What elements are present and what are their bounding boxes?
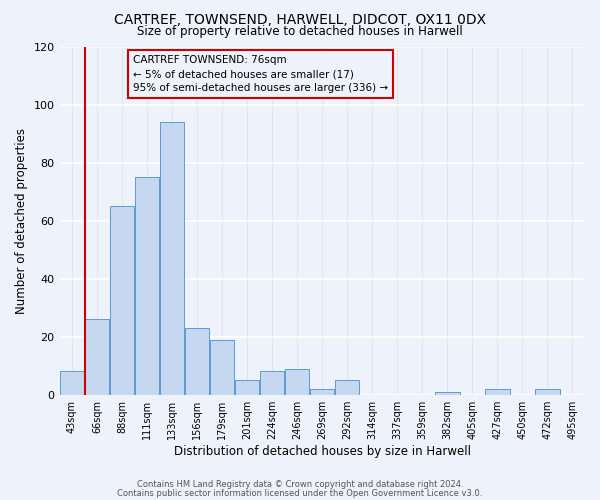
Text: Contains public sector information licensed under the Open Government Licence v3: Contains public sector information licen…: [118, 488, 482, 498]
Bar: [485, 389, 509, 394]
Text: CARTREF, TOWNSEND, HARWELL, DIDCOT, OX11 0DX: CARTREF, TOWNSEND, HARWELL, DIDCOT, OX11…: [114, 12, 486, 26]
Text: CARTREF TOWNSEND: 76sqm
← 5% of detached houses are smaller (17)
95% of semi-det: CARTREF TOWNSEND: 76sqm ← 5% of detached…: [133, 55, 388, 93]
Bar: [310, 389, 334, 394]
X-axis label: Distribution of detached houses by size in Harwell: Distribution of detached houses by size …: [174, 444, 471, 458]
Bar: [135, 177, 159, 394]
Bar: [185, 328, 209, 394]
Y-axis label: Number of detached properties: Number of detached properties: [15, 128, 28, 314]
Bar: [210, 340, 235, 394]
Bar: [235, 380, 259, 394]
Bar: [435, 392, 460, 394]
Text: Contains HM Land Registry data © Crown copyright and database right 2024.: Contains HM Land Registry data © Crown c…: [137, 480, 463, 489]
Bar: [535, 389, 560, 394]
Bar: [85, 320, 109, 394]
Bar: [335, 380, 359, 394]
Text: Size of property relative to detached houses in Harwell: Size of property relative to detached ho…: [137, 25, 463, 38]
Bar: [285, 368, 310, 394]
Bar: [160, 122, 184, 394]
Bar: [60, 372, 84, 394]
Bar: [110, 206, 134, 394]
Bar: [260, 372, 284, 394]
